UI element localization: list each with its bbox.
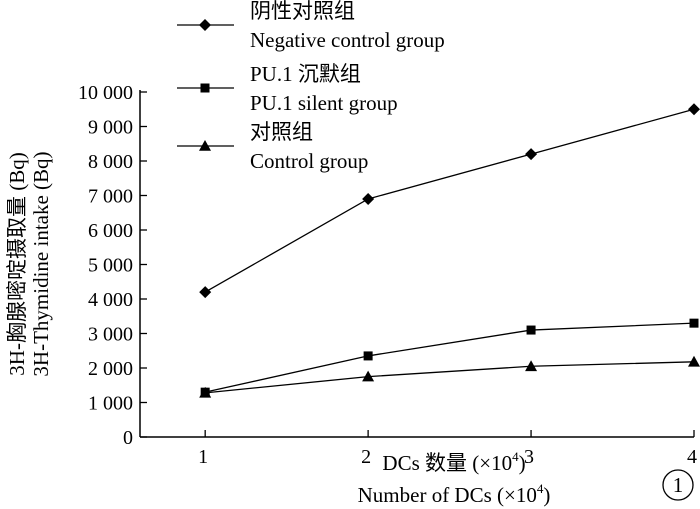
x-tick-label: 1 xyxy=(198,446,208,468)
y-tick-label: 3 000 xyxy=(88,324,133,346)
y-tick-label: 7 000 xyxy=(88,186,133,208)
panel-label: 1 xyxy=(673,473,684,497)
legend-label-cn: PU.1 沉默组 xyxy=(250,62,361,86)
y-ticks: 0 1 000 2 000 3 000 4 000 5 000 6 000 7 000 8 00… xyxy=(78,82,147,449)
data-point xyxy=(525,148,538,161)
data-point xyxy=(362,192,375,205)
data-point xyxy=(363,351,373,361)
legend-marker xyxy=(199,19,211,31)
y-axis-title-en: 3H-Thymidine intake (Bq) xyxy=(29,151,53,376)
data-point xyxy=(688,355,700,367)
series-line xyxy=(205,361,695,394)
data-point xyxy=(689,318,699,328)
legend-label-cn: 阴性对照组 xyxy=(250,0,355,23)
data-point xyxy=(525,360,538,372)
legend-marker xyxy=(199,140,211,151)
y-tick-label: 10 000 xyxy=(78,82,133,104)
x-axis-title-cn: DCs 数量 (×104) xyxy=(382,449,525,475)
data-point xyxy=(688,103,700,116)
y-tick-label: 1 000 xyxy=(88,393,133,415)
series-line xyxy=(204,108,695,293)
x-axis-title-en-exp: 4 xyxy=(537,481,544,496)
y-tick-label: 8 000 xyxy=(88,151,133,173)
legend-label-en: Control group xyxy=(250,149,368,173)
x-axis-title-en-close: ) xyxy=(543,483,550,507)
legend-marker xyxy=(200,83,210,93)
y-tick-label: 6 000 xyxy=(88,220,133,242)
panel-label-circle xyxy=(662,469,694,501)
x-axis-title-cn-exp: 4 xyxy=(512,449,519,464)
legend-label-cn: 对照组 xyxy=(250,120,313,144)
y-tick-label: 4 000 xyxy=(88,289,133,311)
x-tick-label: 3 xyxy=(524,446,534,468)
x-axis-title-cn-text: DCs 数量 (×10 xyxy=(382,451,512,475)
data-point xyxy=(526,325,536,335)
y-tick-label: 2 000 xyxy=(88,358,133,380)
legend-label-en: Negative control group xyxy=(250,28,445,52)
data-point xyxy=(199,286,212,299)
y-tick-label: 0 xyxy=(123,427,133,449)
series-line xyxy=(205,322,695,393)
series-2 xyxy=(200,318,699,397)
data-point xyxy=(199,386,212,398)
x-tick-label: 4 xyxy=(687,446,697,468)
y-axis-title-cn: 3H-胸腺嘧啶摄取量 (Bq) xyxy=(5,152,29,375)
legend-item: 阴性对照组 Negative control group xyxy=(177,0,445,52)
data-point xyxy=(362,370,375,382)
y-tick-label: 9 000 xyxy=(88,117,133,139)
x-axis-title-cn-close: ) xyxy=(519,451,526,475)
x-tick-label: 2 xyxy=(361,446,371,468)
series-1 xyxy=(199,103,700,299)
legend-item: PU.1 沉默组 PU.1 silent group xyxy=(177,62,398,115)
x-axis-title-en: Number of DCs (×104) xyxy=(358,481,551,507)
legend-label-en: PU.1 silent group xyxy=(250,91,398,115)
x-axis-title-en-text: Number of DCs (×10 xyxy=(358,483,537,507)
series-3 xyxy=(199,355,700,398)
legend-item: 对照组 Control group xyxy=(177,120,368,173)
series-group xyxy=(199,103,700,398)
axes xyxy=(139,90,694,438)
y-tick-label: 5 000 xyxy=(88,255,133,277)
